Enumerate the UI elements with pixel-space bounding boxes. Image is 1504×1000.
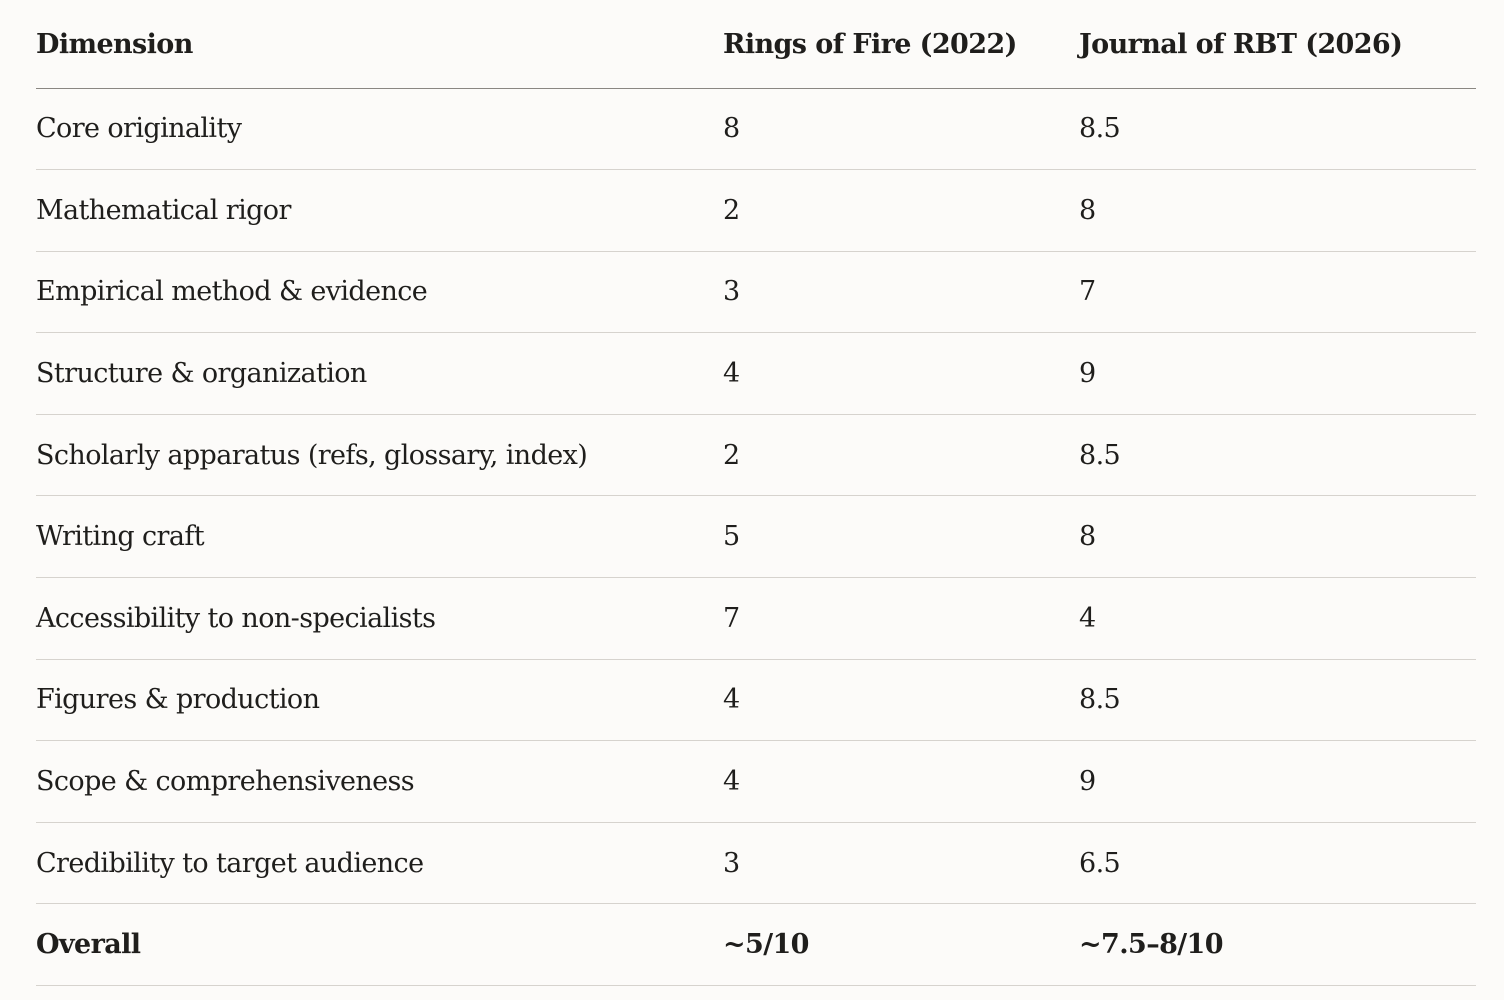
rings-of-fire-score: 5	[723, 495, 1079, 579]
dimension-cell: Scope & comprehensiveness	[36, 740, 723, 823]
rings-of-fire-score: 7	[723, 577, 1079, 660]
dimension-cell: Writing craft	[36, 495, 723, 579]
dimension-cell: Figures & production	[36, 659, 723, 742]
journal-of-rbt-score: 7	[1079, 251, 1476, 334]
dimension-cell: Empirical method & evidence	[36, 251, 723, 334]
column-header-dimension: Dimension	[36, 0, 723, 89]
journal-of-rbt-score: 8.5	[1079, 414, 1476, 497]
table-row: Scope & comprehensiveness 4 9	[36, 740, 1476, 823]
table-row: Accessibility to non-specialists 7 4	[36, 577, 1476, 660]
journal-of-rbt-overall-score: ~7.5–8/10	[1079, 903, 1476, 987]
dimension-cell: Core originality	[36, 88, 723, 171]
journal-of-rbt-score: 8.5	[1079, 659, 1476, 742]
table-row: Figures & production 4 8.5	[36, 659, 1476, 742]
rings-of-fire-score: 4	[723, 740, 1079, 823]
journal-of-rbt-score: 9	[1079, 740, 1476, 823]
dimension-cell: Structure & organization	[36, 332, 723, 415]
table-row: Writing craft 5 8	[36, 495, 1476, 579]
header-row: Dimension Rings of Fire (2022) Journal o…	[36, 0, 1476, 89]
overall-row: Overall ~5/10 ~7.5–8/10	[36, 903, 1476, 987]
rings-of-fire-score: 2	[723, 414, 1079, 497]
dimension-cell: Mathematical rigor	[36, 169, 723, 252]
comparison-table-container: Dimension Rings of Fire (2022) Journal o…	[36, 0, 1476, 987]
table-header: Dimension Rings of Fire (2022) Journal o…	[36, 0, 1476, 89]
table-row: Core originality 8 8.5	[36, 88, 1476, 171]
overall-label: Overall	[36, 903, 723, 987]
rings-of-fire-score: 4	[723, 659, 1079, 742]
journal-of-rbt-score: 6.5	[1079, 822, 1476, 905]
rings-of-fire-score: 8	[723, 88, 1079, 171]
rings-of-fire-score: 2	[723, 169, 1079, 252]
table-row: Empirical method & evidence 3 7	[36, 251, 1476, 334]
rings-of-fire-score: 3	[723, 822, 1079, 905]
rings-of-fire-overall-score: ~5/10	[723, 903, 1079, 987]
rings-of-fire-score: 3	[723, 251, 1079, 334]
dimension-cell: Accessibility to non-specialists	[36, 577, 723, 660]
comparison-table: Dimension Rings of Fire (2022) Journal o…	[36, 0, 1476, 987]
dimension-cell: Credibility to target audience	[36, 822, 723, 905]
journal-of-rbt-score: 9	[1079, 332, 1476, 415]
journal-of-rbt-score: 8	[1079, 169, 1476, 252]
dimension-cell: Scholarly apparatus (refs, glossary, ind…	[36, 414, 723, 497]
table-row: Scholarly apparatus (refs, glossary, ind…	[36, 414, 1476, 497]
journal-of-rbt-score: 8.5	[1079, 88, 1476, 171]
rings-of-fire-score: 4	[723, 332, 1079, 415]
table-row: Structure & organization 4 9	[36, 332, 1476, 415]
table-body: Core originality 8 8.5 Mathematical rigo…	[36, 88, 1476, 987]
table-row: Credibility to target audience 3 6.5	[36, 822, 1476, 905]
table-row: Mathematical rigor 2 8	[36, 169, 1476, 252]
column-header-rings-of-fire: Rings of Fire (2022)	[723, 0, 1079, 89]
journal-of-rbt-score: 8	[1079, 495, 1476, 579]
column-header-journal-of-rbt: Journal of RBT (2026)	[1079, 0, 1476, 89]
journal-of-rbt-score: 4	[1079, 577, 1476, 660]
